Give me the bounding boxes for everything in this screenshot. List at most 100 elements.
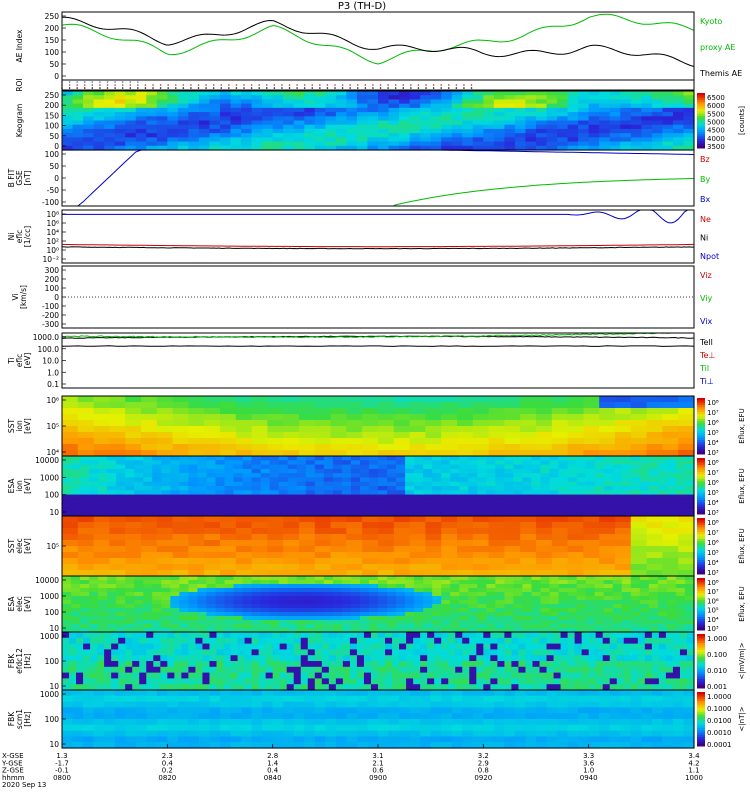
- spectrogram-cell: [513, 456, 523, 461]
- spectrogram-cell: [351, 616, 361, 621]
- spectrogram-cell: [270, 490, 280, 495]
- spectrogram-cell: [583, 414, 599, 421]
- spectrogram-cell: [173, 564, 189, 571]
- spectrogram-cell: [515, 95, 526, 100]
- spectrogram-cell: [143, 499, 153, 504]
- spectrogram-cell: [410, 696, 421, 702]
- spectrogram-cell: [462, 121, 473, 126]
- spectrogram-cell: [685, 608, 695, 613]
- spectrogram-cell: [157, 552, 173, 559]
- spectrogram-cell: [343, 661, 351, 667]
- spectrogram-cell: [673, 104, 684, 109]
- roi-dot: [137, 87, 139, 89]
- spectrogram-cell: [589, 638, 597, 644]
- spectrogram-cell: [683, 99, 694, 104]
- spectrogram-cell: [83, 129, 94, 134]
- spectrogram-cell: [225, 576, 235, 581]
- spectrogram-cell: [170, 608, 180, 613]
- spectrogram-cell: [231, 713, 242, 719]
- spectrogram-cell: [83, 661, 91, 667]
- spectrogram-cell: [241, 116, 252, 121]
- spectrogram-cell: [315, 588, 325, 593]
- spectrogram-cell: [462, 137, 473, 142]
- spectrogram-cell: [83, 116, 94, 121]
- spectrogram-cell: [432, 495, 442, 500]
- spectrogram-cell: [141, 528, 157, 535]
- spectrogram-cell: [306, 495, 316, 500]
- spectrogram-cell: [459, 624, 469, 629]
- spectrogram-cell: [462, 644, 470, 650]
- spectrogram-cell: [152, 469, 162, 474]
- spectrogram-cell: [215, 584, 225, 589]
- spectrogram-cell: [161, 596, 171, 601]
- spectrogram-cell: [262, 129, 273, 134]
- spectrogram-cell: [78, 534, 94, 541]
- roi-dot: [357, 87, 359, 89]
- spectrogram-cell: [195, 667, 203, 673]
- spectrogram-cell: [324, 507, 334, 512]
- spectrogram-cell: [76, 644, 84, 650]
- spectrogram-cell: [568, 408, 584, 415]
- spectrogram-cell: [288, 495, 298, 500]
- spectrogram-cell: [109, 420, 125, 427]
- spectrogram-cell: [640, 608, 650, 613]
- spectrogram-cell: [513, 596, 523, 601]
- spectrogram-cell: [294, 137, 305, 142]
- spectrogram-cell: [252, 456, 262, 461]
- spectrogram-cell: [308, 649, 316, 655]
- spectrogram-cell: [62, 414, 78, 421]
- spectrogram-cell: [273, 719, 284, 725]
- roi-dot: [258, 87, 260, 89]
- spectrogram-cell: [104, 690, 115, 696]
- spectrogram-cell: [283, 731, 294, 737]
- spectrogram-cell: [673, 95, 684, 100]
- spectrogram-cell: [378, 667, 386, 673]
- spectrogram-cell: [118, 673, 126, 679]
- spectrogram-cell: [360, 507, 370, 512]
- spectrogram-cell: [423, 456, 433, 461]
- spectrogram-cell: [378, 546, 394, 553]
- spectrogram-cell: [188, 104, 199, 109]
- roi-dot: [145, 87, 147, 89]
- spectrogram-cell: [252, 426, 268, 433]
- spectrogram-cell: [525, 678, 533, 684]
- spectrogram-cell: [342, 612, 352, 617]
- roi-dot: [84, 84, 86, 86]
- spectrogram-cell: [299, 552, 315, 559]
- spectrogram-cell: [504, 564, 520, 571]
- spectrogram-cell: [367, 104, 378, 109]
- spectrogram-cell: [457, 546, 473, 553]
- spectrogram-cell: [188, 482, 198, 487]
- spectrogram-cell: [322, 678, 330, 684]
- spectrogram-cell: [649, 588, 659, 593]
- spectrogram-cell: [568, 678, 576, 684]
- spectrogram-cell: [161, 624, 171, 629]
- spectrogram-cell: [243, 465, 253, 470]
- spectrogram-cell: [410, 522, 426, 529]
- spectrogram-cell: [360, 592, 370, 597]
- spectrogram-cell: [252, 564, 268, 571]
- roi-dot: [107, 81, 109, 83]
- spectrogram-cell: [220, 736, 231, 742]
- spectrogram-cell: [441, 516, 457, 523]
- spectrogram-cell: [405, 482, 415, 487]
- spectrogram-cell: [547, 142, 558, 147]
- spectrogram-cell: [215, 456, 225, 461]
- spectrogram-cell: [486, 608, 496, 613]
- spectrogram-cell: [641, 125, 652, 130]
- spectrogram-cell: [73, 116, 84, 121]
- spectrogram-cell: [622, 495, 632, 500]
- spectrogram-cell: [118, 655, 126, 661]
- spectrogram-cell: [450, 616, 460, 621]
- spectrogram-cell: [89, 600, 99, 605]
- spectrogram-cell: [396, 624, 406, 629]
- spectrogram-cell: [495, 576, 505, 581]
- spectrogram-cell: [69, 655, 77, 661]
- spectrogram-cell: [216, 632, 224, 638]
- spectrogram-cell: [297, 469, 307, 474]
- spectrogram-cell: [83, 713, 94, 719]
- spectrogram-cell: [134, 490, 144, 495]
- spectrogram-cell: [615, 546, 631, 553]
- spectrogram-cell: [640, 580, 650, 585]
- spectrogram-cell: [234, 588, 244, 593]
